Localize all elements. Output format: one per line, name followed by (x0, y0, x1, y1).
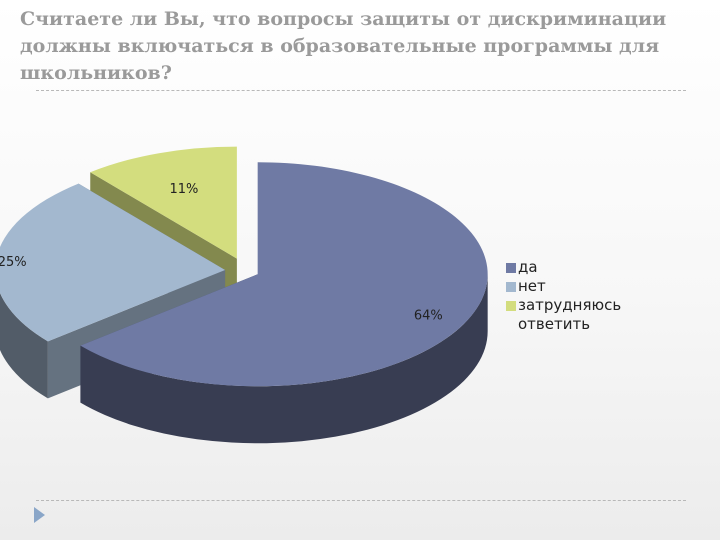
pie-slice-2 (90, 146, 237, 259)
legend-label-2: затрудняюсь ответить (518, 296, 622, 333)
data-label-0: 64% (414, 308, 443, 323)
pie-slice-0 (80, 162, 488, 387)
pie-slice-1 (0, 183, 226, 342)
legend-label-0: да (518, 258, 538, 276)
next-slide-arrow-icon[interactable] (34, 507, 45, 523)
footer-divider (36, 500, 686, 501)
legend-swatch-1 (506, 282, 516, 292)
legend-item-1: нет (506, 277, 636, 296)
legend-swatch-2 (506, 301, 516, 311)
data-label-1: 25% (0, 255, 27, 270)
pie-slice-side-1 (0, 292, 48, 399)
legend-item-0: да (506, 258, 636, 277)
title-divider (36, 90, 686, 91)
chart-legend: да нет затрудняюсь ответить (506, 258, 636, 334)
legend-swatch-0 (506, 263, 516, 273)
pie-slice-side-0 (80, 274, 488, 444)
data-label-2: 11% (169, 182, 198, 197)
legend-label-1: нет (518, 277, 546, 295)
slide-title: Считаете ли Вы, что вопросы защиты от ди… (20, 8, 667, 84)
legend-item-2: затрудняюсь ответить (506, 296, 636, 334)
